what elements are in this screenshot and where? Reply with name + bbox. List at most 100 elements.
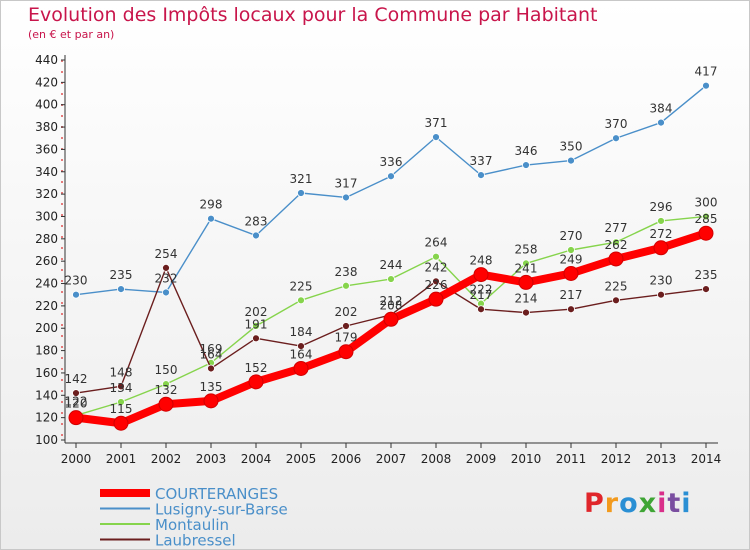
- data-label: 337: [470, 154, 493, 168]
- data-point: [68, 410, 84, 426]
- data-point: [72, 290, 80, 299]
- chart-title: Evolution des Impôts locaux pour la Comm…: [28, 4, 598, 26]
- data-label: 350: [560, 140, 583, 154]
- data-label: 150: [155, 363, 178, 377]
- x-tick-label: 2005: [286, 452, 317, 466]
- data-point: [72, 389, 80, 397]
- data-label: 230: [650, 274, 673, 288]
- x-tick-label: 2004: [241, 452, 272, 466]
- data-label: 254: [155, 247, 178, 261]
- data-point: [698, 225, 714, 241]
- data-point: [657, 217, 665, 225]
- x-tick-label: 2011: [556, 452, 587, 466]
- data-point: [342, 281, 350, 290]
- data-label: 283: [245, 214, 268, 228]
- data-point: [383, 311, 399, 327]
- data-point: [297, 342, 305, 351]
- data-label: 164: [200, 347, 223, 361]
- data-label: 230: [65, 274, 88, 288]
- data-label: 317: [335, 176, 358, 190]
- data-label: 258: [515, 242, 538, 256]
- data-label: 212: [380, 294, 403, 308]
- data-point: [162, 380, 170, 389]
- data-label: 270: [560, 229, 583, 243]
- data-point: [522, 259, 530, 268]
- data-label: 208: [380, 298, 403, 312]
- data-point: [567, 156, 575, 165]
- data-point: [293, 360, 309, 376]
- x-tick-label: 2010: [511, 452, 542, 466]
- data-point: [252, 231, 260, 240]
- data-point: [563, 265, 579, 281]
- x-tick-label: 2001: [106, 452, 137, 466]
- data-point: [518, 274, 534, 290]
- legend-label: Laubressel: [155, 532, 236, 550]
- data-point: [113, 415, 129, 431]
- data-point: [207, 214, 215, 223]
- y-tick-label: 220: [35, 299, 58, 313]
- data-point: [252, 334, 260, 343]
- x-tick-label: 2012: [601, 452, 632, 466]
- data-label: 296: [650, 200, 673, 214]
- data-label: 169: [200, 342, 223, 356]
- x-tick-label: 2008: [421, 452, 452, 466]
- data-point: [338, 344, 354, 360]
- data-label: 336: [380, 155, 403, 169]
- data-label: 300: [695, 195, 718, 209]
- y-tick-label: 180: [35, 344, 58, 358]
- y-tick-label: 200: [35, 321, 58, 335]
- x-tick-label: 2014: [691, 452, 722, 466]
- data-point: [252, 322, 260, 330]
- data-point: [342, 193, 350, 202]
- data-label: 384: [650, 102, 673, 116]
- data-point: [702, 81, 710, 90]
- data-label: 232: [155, 271, 178, 285]
- data-point: [702, 285, 710, 294]
- data-label: 370: [605, 117, 628, 131]
- data-label: 321: [290, 172, 313, 186]
- data-point: [297, 189, 305, 197]
- proxiti-logo: Proxiti: [584, 488, 692, 519]
- data-label: 242: [425, 260, 448, 274]
- data-point: [117, 285, 125, 294]
- data-label: 241: [515, 261, 538, 275]
- data-label: 152: [245, 361, 268, 375]
- data-point: [428, 291, 444, 307]
- y-tick-label: 100: [35, 433, 58, 447]
- data-label: 115: [110, 402, 133, 416]
- x-tick-label: 2013: [646, 452, 677, 466]
- data-label: 277: [605, 221, 628, 235]
- data-point: [117, 398, 125, 406]
- data-label: 272: [650, 227, 673, 241]
- data-label: 346: [515, 144, 538, 158]
- data-point: [432, 252, 440, 261]
- data-point: [612, 296, 620, 305]
- y-tick-label: 120: [35, 411, 58, 425]
- x-tick-label: 2007: [376, 452, 407, 466]
- y-tick-label: 280: [35, 232, 58, 246]
- data-label: 225: [605, 279, 628, 293]
- data-point: [248, 374, 264, 390]
- data-point: [522, 308, 530, 317]
- data-label: 222: [470, 283, 493, 297]
- y-tick-label: 260: [35, 254, 58, 268]
- data-label: 225: [290, 279, 313, 293]
- data-point: [297, 296, 305, 305]
- y-tick-label: 240: [35, 277, 58, 291]
- data-point: [608, 251, 624, 267]
- data-label: 298: [200, 198, 223, 212]
- y-tick-label: 300: [35, 209, 58, 223]
- data-label: 417: [695, 65, 718, 79]
- data-label: 226: [425, 278, 448, 292]
- data-label: 214: [515, 292, 538, 306]
- chart-subtitle: (en € et par an): [28, 28, 115, 41]
- data-point: [342, 322, 350, 330]
- data-label: 122: [65, 394, 88, 408]
- x-tick-label: 2003: [196, 452, 227, 466]
- data-point: [522, 161, 530, 169]
- data-label: 179: [335, 331, 358, 345]
- x-tick-label: 2002: [151, 452, 182, 466]
- data-label: 244: [380, 258, 403, 272]
